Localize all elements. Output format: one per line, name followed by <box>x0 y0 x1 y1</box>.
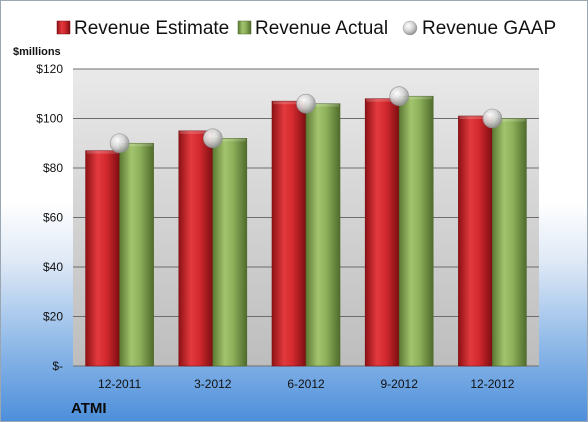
bar-revenue-estimate <box>271 100 307 367</box>
bar-revenue-estimate-cap <box>86 150 119 154</box>
y-tick-label: $60 <box>43 211 63 225</box>
bar-revenue-estimate-cap <box>273 101 305 105</box>
marker-revenue-gaap <box>203 128 223 149</box>
bar-revenue-actual-cap <box>400 96 433 100</box>
x-tick-label: 3-2012 <box>194 377 232 391</box>
bar-revenue-actual-cap <box>120 143 153 147</box>
marker-revenue-gaap <box>482 108 503 129</box>
y-axis-unit-label: $millions <box>13 46 61 58</box>
marker-revenue-gaap <box>296 93 316 114</box>
bar-revenue-estimate-cap <box>459 116 492 120</box>
y-tick-label: $20 <box>43 310 63 324</box>
legend: Revenue Estimate Revenue Actual Revenue … <box>56 18 556 39</box>
bar-revenue-actual-cap <box>213 138 246 142</box>
company-label: ATMI <box>71 400 107 417</box>
bar-revenue-actual <box>398 95 434 367</box>
y-tick-label: $100 <box>36 112 63 126</box>
y-tick-label: $40 <box>43 260 63 274</box>
y-tick-label: $- <box>52 359 63 373</box>
y-axis-ticks: $- $20 $40 $60 $80 $100 $120 <box>36 62 63 373</box>
bar-revenue-actual <box>212 138 248 367</box>
bars <box>85 95 527 367</box>
gaap-markers <box>109 86 503 154</box>
bar-revenue-actual <box>492 118 527 367</box>
legend-swatch-revenue-estimate <box>56 20 71 35</box>
bar-revenue-estimate <box>178 130 214 367</box>
bar-revenue-estimate-cap <box>366 98 399 102</box>
legend-label-revenue-gaap: Revenue GAAP <box>422 18 556 39</box>
legend-marker-revenue-gaap <box>402 20 418 36</box>
x-tick-label: 9-2012 <box>381 377 419 391</box>
bar-revenue-actual <box>119 142 154 367</box>
y-tick-label: $80 <box>43 161 63 175</box>
bar-revenue-actual <box>305 103 341 367</box>
x-tick-label: 12-2011 <box>98 377 141 391</box>
bar-revenue-estimate-cap <box>179 130 212 134</box>
bar-revenue-actual-cap <box>493 118 526 122</box>
bar-revenue-estimate <box>85 150 120 367</box>
bar-revenue-estimate <box>364 98 400 367</box>
marker-revenue-gaap <box>109 133 130 154</box>
x-axis-ticks: 12-2011 3-2012 6-2012 9-2012 12-2012 <box>98 377 515 391</box>
bar-revenue-estimate <box>458 115 493 367</box>
marker-revenue-gaap <box>389 86 410 107</box>
bar-revenue-actual-cap <box>307 103 339 107</box>
legend-swatch-revenue-actual <box>237 20 252 35</box>
legend-label-revenue-actual: Revenue Actual <box>255 18 388 39</box>
y-tick-label: $120 <box>36 62 63 76</box>
x-tick-label: 6-2012 <box>287 377 325 391</box>
legend-label-revenue-estimate: Revenue Estimate <box>74 18 229 39</box>
x-tick-label: 12-2012 <box>470 377 514 391</box>
